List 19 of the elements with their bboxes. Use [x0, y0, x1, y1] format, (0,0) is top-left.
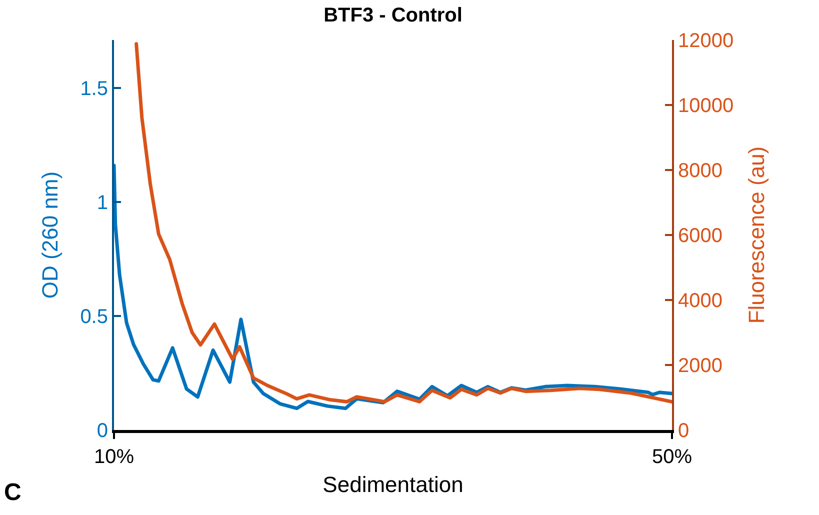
y-axis-title: OD (260 nm) [37, 171, 62, 299]
y-tick-label: 0 [96, 420, 108, 442]
x-tick-label: 10% [94, 446, 134, 468]
y2-tick-label: 8000 [678, 160, 722, 182]
chart-title: BTF3 - Control [324, 4, 462, 27]
y2-tick-label: 2000 [678, 355, 722, 377]
text: C [4, 479, 22, 506]
y-tick-label: 1 [96, 192, 108, 214]
y-tick-label: 1.5 [80, 78, 108, 100]
y2-tick-label: 10000 [678, 95, 734, 117]
line-series [134, 42, 672, 404]
y2-tick-label: 0 [678, 420, 690, 442]
x-axis-title: Sedimentation [322, 472, 464, 497]
x-tick-label: 50% [652, 446, 692, 468]
y2-axis-title: Fluorescence (au) [744, 146, 770, 324]
y2-tick-label: 6000 [678, 225, 722, 247]
y2-tick-label: 4000 [678, 290, 722, 312]
y-tick-label: 0.5 [80, 306, 108, 328]
y2-tick-label: 12000 [678, 30, 734, 52]
